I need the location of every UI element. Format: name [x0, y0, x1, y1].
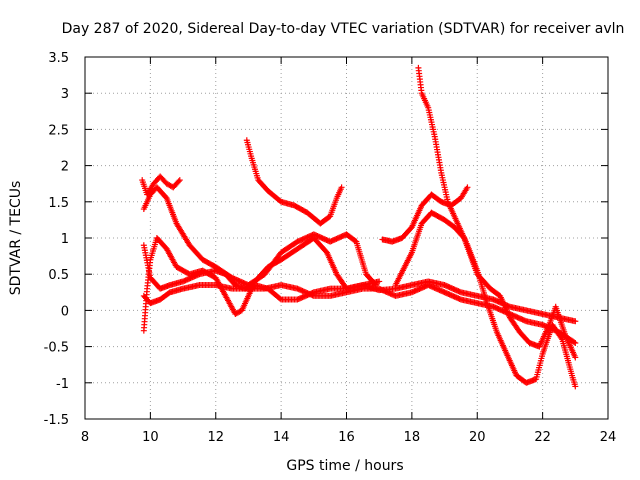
y-tick-label: -1 [56, 377, 69, 392]
data-point [571, 339, 578, 346]
series-arc-f [243, 137, 345, 227]
x-tick-label: 22 [534, 430, 551, 445]
y-tick-label: 0.5 [48, 268, 69, 283]
x-tick-label: 16 [338, 430, 355, 445]
series-arc-c [139, 173, 183, 198]
x-tick-label: 20 [469, 430, 486, 445]
x-tick-label: 18 [404, 430, 421, 445]
x-tick-label: 24 [600, 430, 617, 445]
x-tick-label: 8 [81, 430, 89, 445]
data-point [176, 177, 183, 184]
y-tick-label: -1.5 [44, 413, 69, 428]
data-point [558, 335, 565, 342]
series-arc-h [415, 64, 579, 390]
data-point [572, 318, 579, 325]
y-tick-label: 1.5 [48, 196, 69, 211]
chart-title: Day 287 of 2020, Sidereal Day-to-day VTE… [62, 21, 625, 37]
grid [85, 57, 608, 419]
y-tick-label: 1 [61, 232, 69, 247]
x-tick-label: 12 [207, 430, 224, 445]
y-tick-label: 3 [61, 87, 69, 102]
series-arc-i [392, 209, 579, 361]
y-tick-label: 2 [61, 160, 69, 175]
x-axis-label: GPS time / hours [286, 458, 403, 474]
y-tick-label: 3.5 [48, 51, 69, 66]
y-axis-label: SDTVAR / TECUs [8, 181, 24, 296]
y-tick-label: -0.5 [44, 341, 69, 356]
data-point [572, 383, 579, 390]
data-points [139, 64, 579, 390]
y-tick-label: 2.5 [48, 123, 69, 138]
x-tick-label: 10 [142, 430, 159, 445]
x-tick-label: 14 [273, 430, 290, 445]
y-tick-label: 0 [61, 304, 69, 319]
data-point [572, 339, 579, 346]
data-point [338, 184, 345, 191]
data-point [376, 278, 383, 285]
axis-ticks: 8 10 12 14 16 18 20 22 24 -1.5 -1 -0.5 0 0.5 1 1.5 2 2.5 3… [44, 51, 617, 445]
data-point [572, 354, 579, 361]
data-point [175, 178, 182, 185]
data-point [464, 184, 471, 191]
